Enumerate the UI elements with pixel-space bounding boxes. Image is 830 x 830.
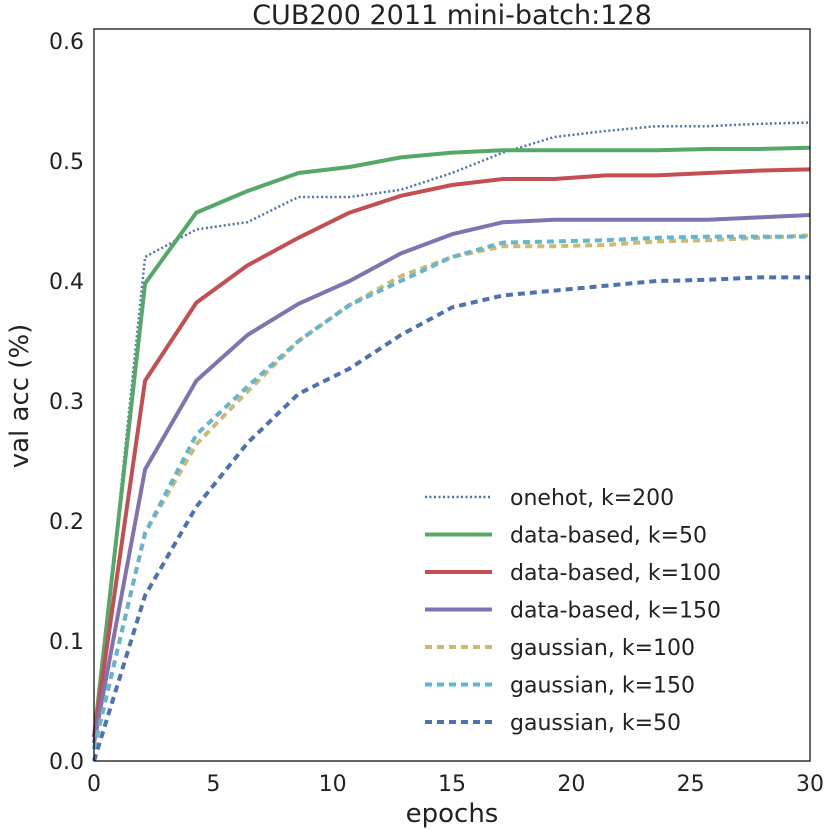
y-tick-label: 0.3 — [49, 390, 84, 415]
x-tick-label: 25 — [677, 772, 705, 797]
x-tick-label: 0 — [87, 772, 101, 797]
series-line-2 — [92, 167, 811, 738]
legend-label-3: data-based, k=150 — [510, 599, 721, 624]
x-tick-label: 20 — [557, 772, 585, 797]
y-tick-label: 0.5 — [49, 150, 84, 175]
legend-label-1: data-based, k=50 — [510, 524, 707, 549]
plot-frame — [93, 28, 811, 762]
chart-title: CUB200 2011 mini-batch:128 — [252, 0, 652, 31]
series-line-4 — [92, 233, 811, 750]
x-axis-label: epochs — [406, 799, 499, 829]
series-line-6 — [92, 275, 810, 762]
x-tick-label: 30 — [796, 772, 824, 797]
series-line-3 — [92, 213, 811, 744]
x-tick-label: 5 — [206, 772, 220, 797]
legend: onehot, k=200 data-based, k=50 data-based,… — [425, 486, 721, 736]
series-layer — [92, 121, 811, 762]
legend-label-0: onehot, k=200 — [510, 486, 674, 511]
legend-label-2: data-based, k=100 — [510, 561, 721, 586]
y-tick-label: 0.4 — [49, 270, 84, 295]
x-axis-ticks: 0 5 10 15 20 25 30 — [87, 772, 824, 797]
legend-label-5: gaussian, k=150 — [510, 674, 695, 699]
series-line-5 — [92, 234, 810, 750]
y-axis-ticks: 0.0 0.1 0.2 0.3 0.4 0.5 0.6 — [49, 30, 84, 775]
legend-label-4: gaussian, k=100 — [510, 636, 695, 661]
y-tick-label: 0.6 — [49, 30, 84, 55]
x-tick-label: 10 — [319, 772, 347, 797]
y-tick-label: 0.0 — [49, 750, 84, 775]
y-axis-label: val acc (%) — [5, 324, 35, 469]
y-tick-label: 0.2 — [49, 510, 84, 535]
series-line-1 — [92, 145, 811, 738]
y-tick-label: 0.1 — [49, 630, 84, 655]
series-line-0 — [92, 121, 811, 750]
x-tick-label: 15 — [438, 772, 466, 797]
legend-label-6: gaussian, k=50 — [510, 711, 681, 736]
